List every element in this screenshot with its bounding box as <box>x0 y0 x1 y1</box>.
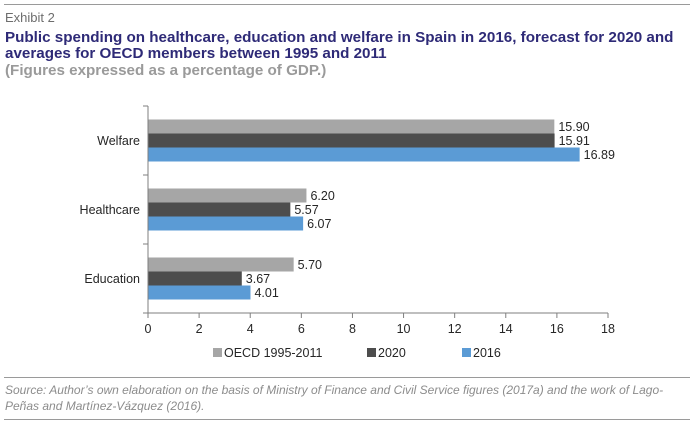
x-tick-label: 4 <box>247 322 254 336</box>
x-tick-label: 2 <box>196 322 203 336</box>
source-note: Source: Author’s own elaboration on the … <box>5 383 664 413</box>
x-tick-label: 0 <box>145 322 152 336</box>
legend-swatch <box>462 348 471 357</box>
top-rule <box>4 4 690 5</box>
x-tick-label: 12 <box>448 322 462 336</box>
category-label: Welfare <box>97 134 140 148</box>
category-label: Healthcare <box>80 203 140 217</box>
legend-label: 2016 <box>473 346 501 360</box>
x-tick-label: 18 <box>601 322 615 336</box>
x-tick-label: 8 <box>349 322 356 336</box>
bottom-rule <box>4 419 690 420</box>
x-tick-label: 6 <box>298 322 305 336</box>
bar <box>148 202 291 217</box>
legend-swatch <box>213 348 222 357</box>
data-label: 15.90 <box>558 120 589 134</box>
legend-swatch <box>367 348 376 357</box>
bar <box>148 147 580 162</box>
bar <box>148 133 555 148</box>
data-label: 6.20 <box>310 189 334 203</box>
data-label: 15.91 <box>559 134 590 148</box>
bar <box>148 119 555 134</box>
data-label: 5.57 <box>294 203 318 217</box>
bar <box>148 271 242 286</box>
exhibit-label: Exhibit 2 <box>5 10 55 25</box>
legend-label: 2020 <box>378 346 406 360</box>
bar <box>148 216 304 231</box>
chart-title: Public spending on healthcare, education… <box>5 29 674 62</box>
source-rule <box>4 377 690 378</box>
bar <box>148 257 294 272</box>
chart-subtitle: (Figures expressed as a percentage of GD… <box>5 62 327 79</box>
x-tick-label: 10 <box>397 322 411 336</box>
data-label: 4.01 <box>254 286 278 300</box>
data-label: 5.70 <box>298 258 322 272</box>
category-label: Education <box>84 272 140 286</box>
data-label: 6.07 <box>307 217 331 231</box>
bar <box>148 285 251 300</box>
data-label: 16.89 <box>584 148 615 162</box>
legend-label: OECD 1995-2011 <box>224 346 322 360</box>
x-tick-label: 14 <box>499 322 513 336</box>
x-tick-label: 16 <box>550 322 564 336</box>
bar <box>148 188 307 203</box>
data-label: 3.67 <box>246 272 270 286</box>
